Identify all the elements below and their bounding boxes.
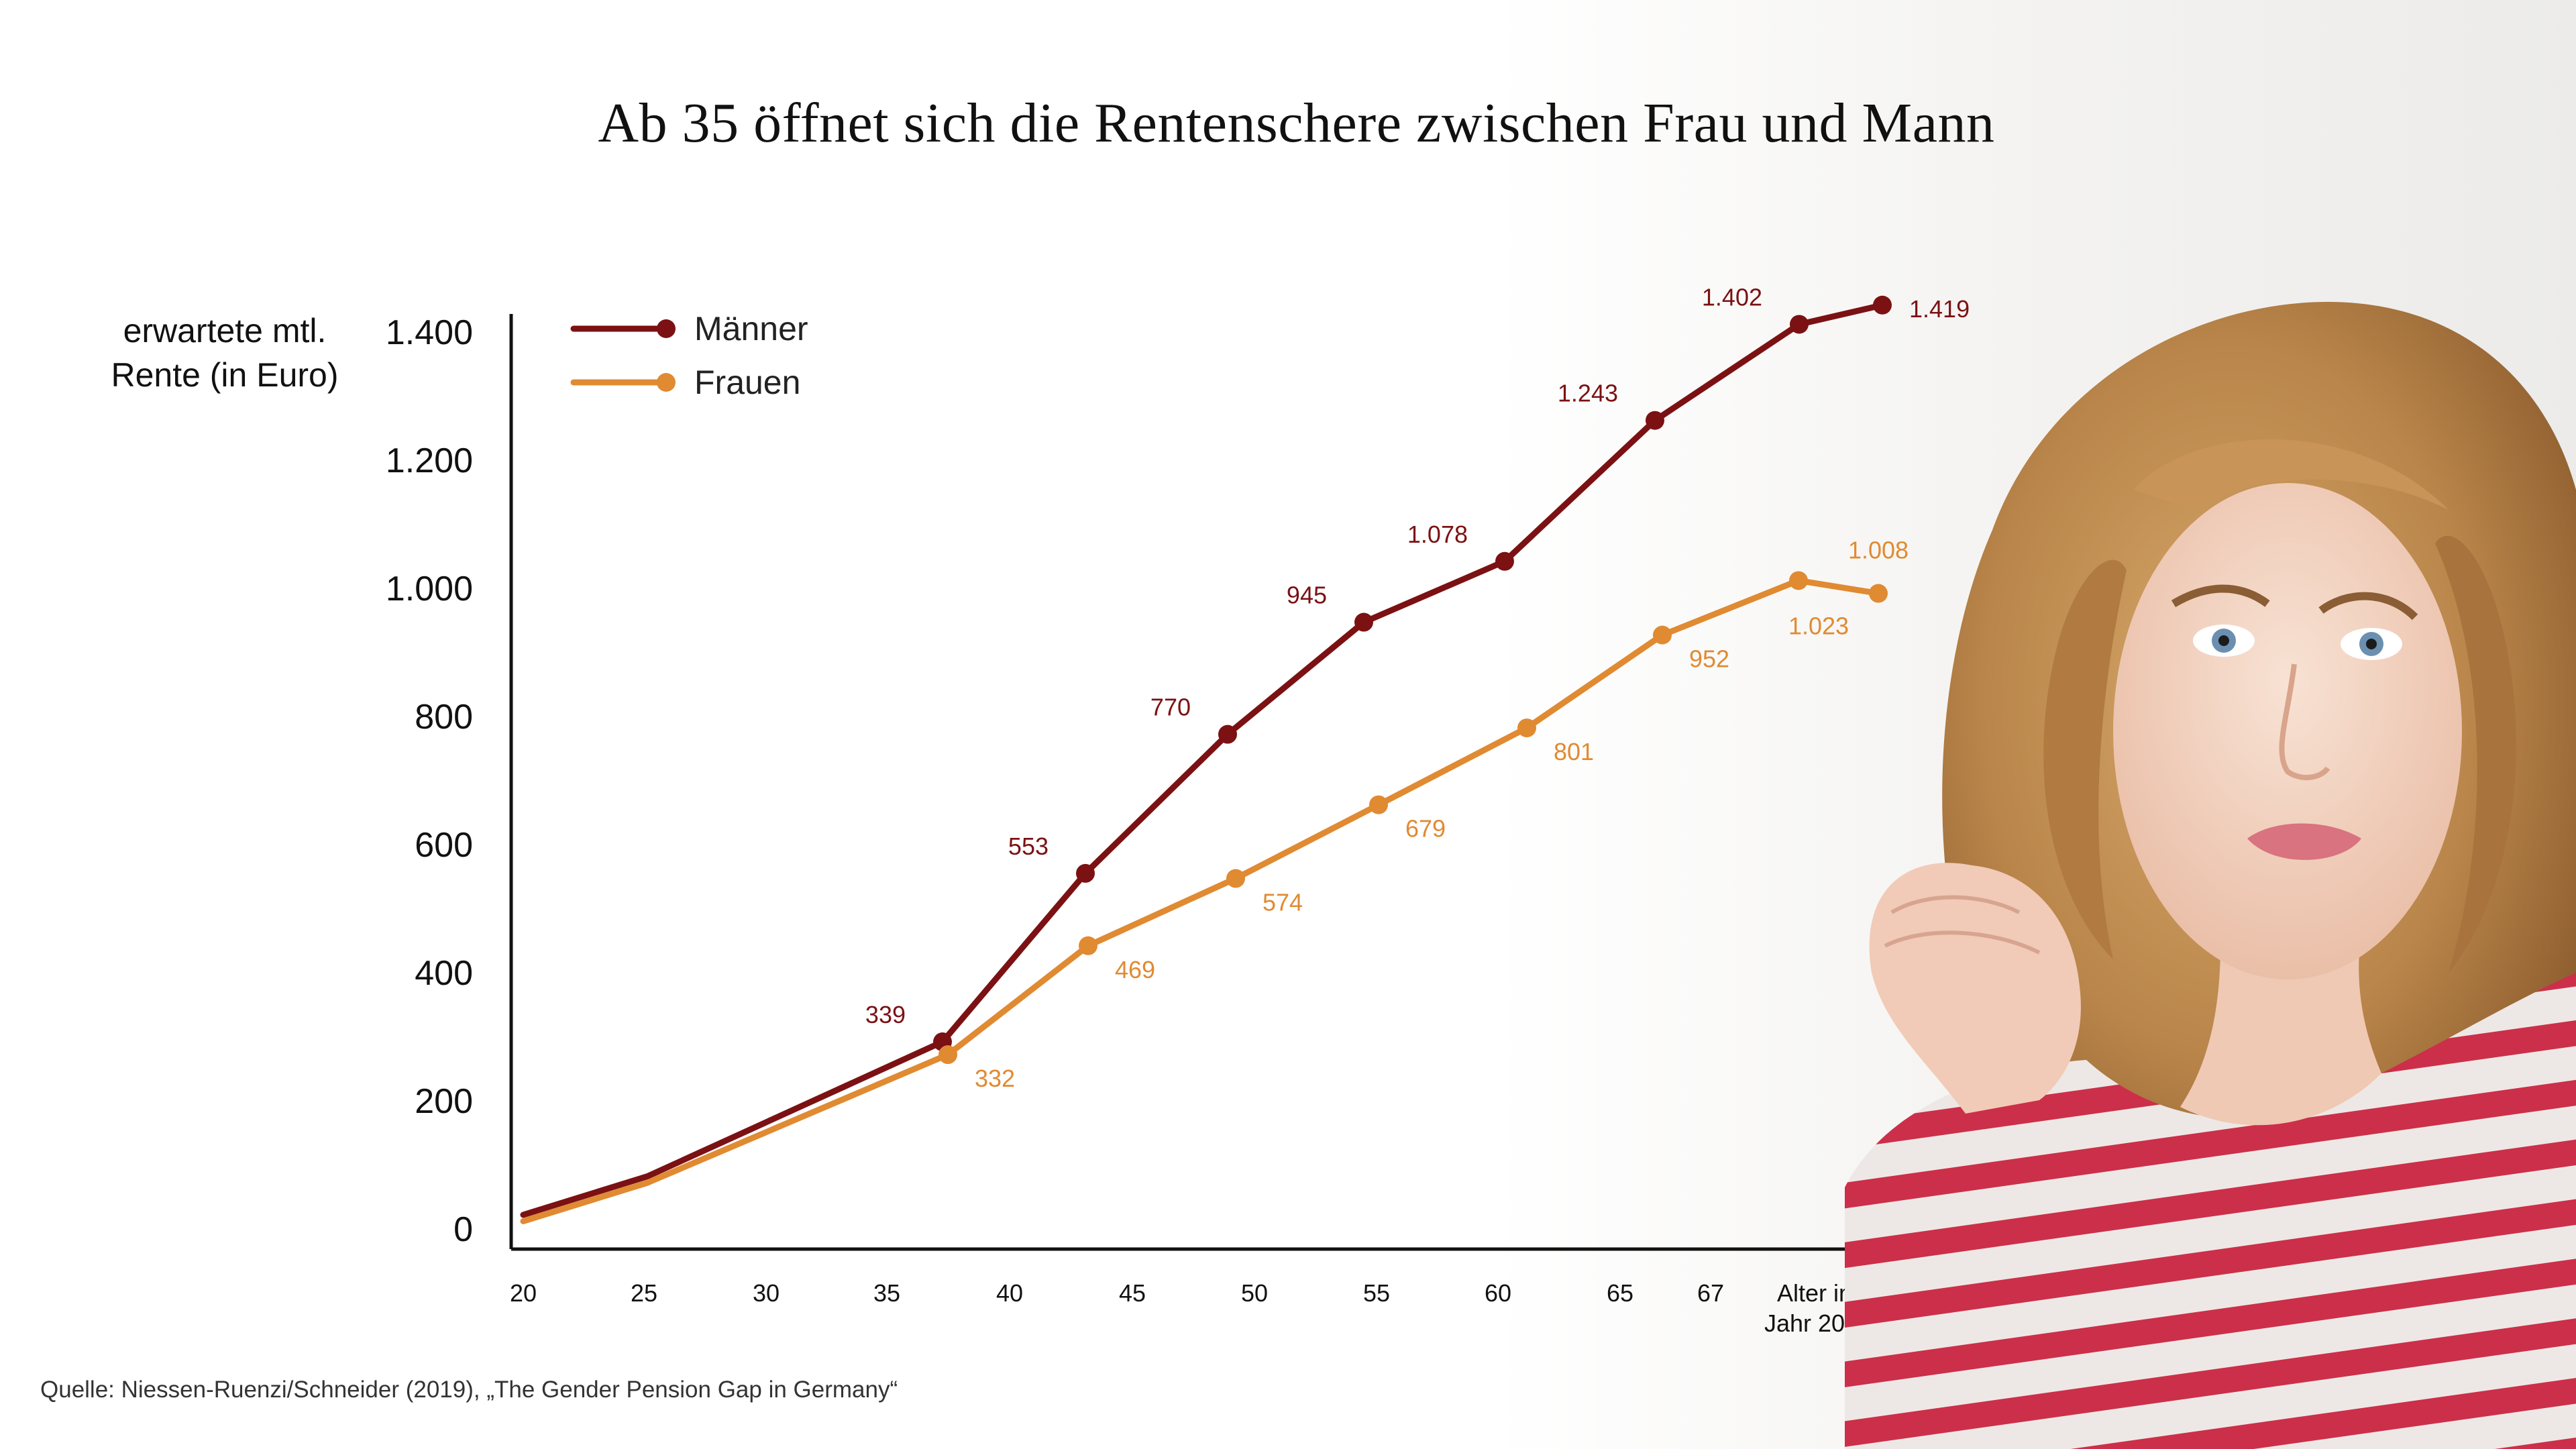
data-label-frauen: 469 [1115,956,1155,983]
data-point-frauen [938,1045,957,1065]
y-tick-label: 800 [415,698,473,737]
legend-marker [657,319,676,338]
series-line-maenner [520,302,1886,1218]
data-point-frauen [1789,571,1808,590]
data-label-maenner: 945 [1287,582,1327,609]
data-label-frauen: 952 [1689,645,1729,673]
data-point-maenner [1873,295,1892,315]
data-label-frauen: 1.023 [1788,612,1849,639]
data-label-maenner: 553 [1008,833,1049,860]
series-line-frauen [520,577,1882,1224]
data-point-maenner [1076,863,1095,883]
data-point-frauen [1653,625,1672,645]
y-tick-label: 200 [415,1082,473,1121]
data-point-frauen [1517,718,1536,738]
frowning-woman-photo-icon [1845,302,2576,1449]
y-axis-label: erwartete mtl. Rente (in Euro) [111,312,339,394]
data-label-frauen: 1.008 [1848,537,1909,564]
source-note: Quelle: Niessen-Ruenzi/Schneider (2019),… [40,1377,898,1403]
x-tick-label: 67 [1697,1279,1724,1307]
y-tick-label: 400 [415,954,473,993]
data-point-maenner [1790,315,1809,334]
y-tick-label: 1.200 [386,441,473,480]
legend-label: Männer [694,310,808,347]
chart-title: Ab 35 öffnet sich die Rentenschere zwisc… [598,92,1995,154]
data-point-maenner [1218,724,1237,744]
x-tick-label: 40 [996,1279,1023,1307]
x-tick-label: 55 [1363,1279,1390,1307]
data-point-frauen [1079,936,1097,955]
legend-marker [657,373,676,392]
data-label-frauen: 801 [1554,738,1594,765]
data-point-maenner [1354,612,1373,632]
x-tick-label: 30 [753,1279,780,1307]
y-tick-label: 1.400 [386,313,473,352]
x-tick-label: 20 [510,1279,537,1307]
x-tick-label: 65 [1607,1279,1633,1307]
data-label-maenner: 1.078 [1407,521,1468,548]
data-label-frauen: 332 [975,1065,1015,1092]
x-tick-label: 35 [873,1279,900,1307]
data-label-maenner: 1.419 [1909,295,1970,323]
y-tick-label: 1.000 [386,570,473,608]
x-tick-label: 60 [1485,1279,1511,1307]
data-label-frauen: 679 [1405,815,1446,843]
data-label-maenner: 339 [865,1001,906,1028]
x-tick-label: 45 [1119,1279,1146,1307]
data-label-maenner: 1.243 [1558,380,1618,407]
y-tick-label: 600 [415,826,473,865]
x-tick-label: 25 [631,1279,657,1307]
x-tick-label: 50 [1241,1279,1268,1307]
data-label-maenner: 1.402 [1702,283,1762,311]
data-point-maenner [1646,411,1664,430]
data-point-frauen [1226,869,1245,888]
data-label-maenner: 770 [1150,694,1191,721]
data-point-frauen [1369,795,1388,814]
legend-label: Frauen [694,364,800,401]
data-label-frauen: 574 [1263,889,1303,916]
y-tick-label: 0 [453,1210,473,1249]
data-point-frauen [1869,584,1888,603]
data-point-maenner [1495,551,1514,571]
